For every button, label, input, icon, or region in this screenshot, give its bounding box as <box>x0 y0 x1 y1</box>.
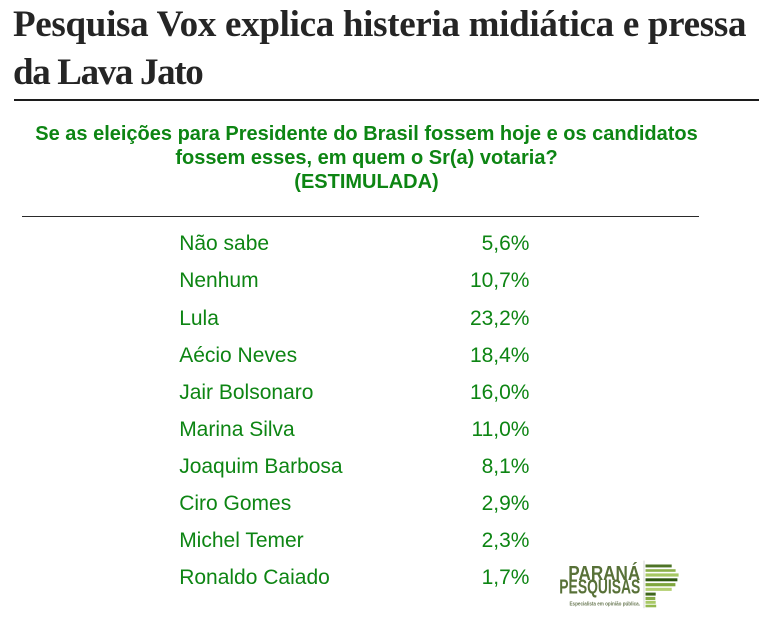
svg-text:PESQUISAS: PESQUISAS <box>559 577 640 599</box>
svg-text:Especialista em opinião públic: Especialista em opinião pública. <box>570 601 641 607</box>
svg-text:PARANÁ: PARANÁ <box>568 562 640 585</box>
